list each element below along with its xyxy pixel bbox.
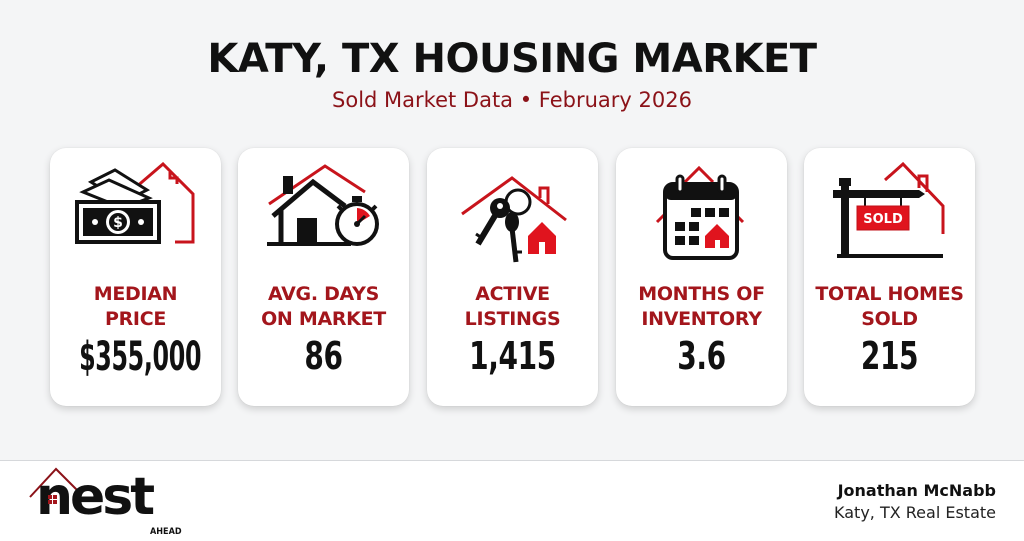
stat-label: AVG. DAYS ON MARKET [261,283,386,330]
agent-info: Jonathan McNabb Katy, TX Real Estate [834,480,996,524]
stat-label: MEDIAN PRICE [93,283,178,330]
stat-value: $355,000 [79,334,202,380]
money-house-icon: $ [75,162,195,244]
stat-card-median-price: $ MEDIAN PRICE $355,000 [50,148,221,406]
stat-card-avg-days-on-market: AVG. DAYS ON MARKET 86 [238,148,409,406]
stats-cards: $ MEDIAN PRICE $355,000 AVG. DAYS [50,148,980,408]
footer: nest AHEAD Jonathan McNabb Katy, TX Real… [0,460,1024,541]
stat-value: 3.6 [677,334,726,378]
stat-value: 215 [860,334,919,378]
agent-subtitle: Katy, TX Real Estate [834,503,996,522]
window-icon [48,495,57,504]
house-stopwatch-icon [267,164,379,246]
keys-house-icon [461,176,567,263]
stat-card-active-listings: ACTIVE LISTINGS 1,415 [427,148,598,406]
svg-text:SOLD: SOLD [863,212,903,227]
stat-label: TOTAL HOMES SOLD [815,283,964,330]
nest-ahead-logo: nest AHEAD [28,465,188,541]
logo-tagline: AHEAD [150,527,182,537]
stat-label: ACTIVE LISTINGS [464,283,561,330]
stat-label: MONTHS OF INVENTORY [638,283,765,330]
stat-value: 86 [304,334,343,378]
roof-icon [29,467,81,498]
stat-card-total-homes-sold: SOLD TOTAL HOMES SOLD 215 [804,148,975,406]
agent-name: Jonathan McNabb [837,481,996,500]
stat-value: 1,415 [469,334,556,378]
svg-text:$: $ [113,215,123,231]
calendar-house-icon [655,165,745,260]
sold-sign-icon: SOLD [833,162,945,258]
stat-card-months-of-inventory: MONTHS OF INVENTORY 3.6 [616,148,787,406]
page-title: KATY, TX HOUSING MARKET [207,36,817,82]
page-subtitle: Sold Market Data • February 2026 [332,88,692,112]
